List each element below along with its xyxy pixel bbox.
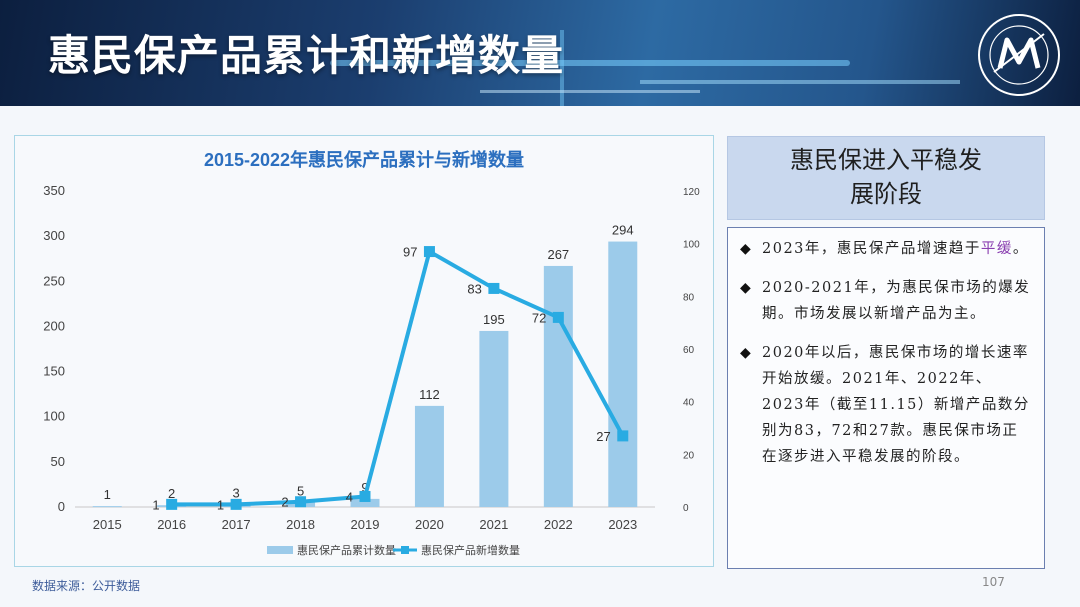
- x-axis-tick-label: 2023: [608, 517, 637, 532]
- side-header-text: 惠民保进入平稳发展阶段: [790, 146, 982, 208]
- bar: [479, 330, 509, 507]
- line-data-label: 83: [467, 281, 481, 296]
- left-axis-tick-label: 150: [43, 364, 65, 379]
- bar-data-label: 9: [361, 480, 368, 495]
- banner-light-streak: [480, 90, 700, 93]
- combo-chart: 2015-2022年惠民保产品累计与新增数量050100150200250300…: [43, 149, 700, 557]
- page-title: 惠民保产品累计和新增数量: [48, 31, 565, 80]
- diamond-bullet-icon: ◆: [740, 241, 751, 257]
- left-axis-tick-label: 300: [43, 228, 65, 243]
- bar-data-label: 267: [547, 247, 569, 262]
- bullet-text-part: 2023年，惠民保产品增速趋于: [762, 241, 981, 257]
- x-axis-tick-label: 2016: [157, 517, 186, 532]
- bullet-list: ◆ 2023年，惠民保产品增速趋于平缓。 ◆ 2020-2021年，为惠民保市场…: [727, 227, 1045, 569]
- bar-data-label: 5: [297, 483, 304, 498]
- data-source: 数据来源：公开数据: [32, 579, 141, 593]
- left-axis-tick-label: 350: [43, 183, 65, 198]
- line-data-label: 1: [217, 497, 224, 512]
- line-marker: [488, 282, 500, 294]
- right-axis-tick-label: 100: [683, 240, 700, 251]
- bar: [414, 405, 444, 507]
- diamond-bullet-icon: ◆: [740, 280, 751, 296]
- x-axis-tick-label: 2017: [222, 517, 251, 532]
- line-marker: [295, 496, 307, 508]
- left-axis-tick-label: 0: [58, 499, 65, 514]
- right-axis-tick-label: 120: [683, 187, 700, 198]
- line-data-label: 4: [346, 489, 353, 504]
- bar: [92, 506, 122, 508]
- line-marker: [617, 430, 629, 442]
- bar-data-label: 1: [104, 487, 111, 502]
- right-axis-tick-label: 40: [683, 398, 695, 409]
- x-axis-tick-label: 2020: [415, 517, 444, 532]
- legend-line-marker: [401, 546, 409, 554]
- bar-data-label: 2: [168, 486, 175, 501]
- x-axis-tick-label: 2015: [93, 517, 122, 532]
- line-data-label: 1: [152, 497, 159, 512]
- line-marker: [230, 498, 242, 510]
- legend-line-label: 惠民保产品新增数量: [421, 543, 520, 557]
- bar-data-label: 195: [483, 312, 505, 327]
- legend-bar-label: 惠民保产品累计数量: [297, 543, 396, 557]
- line-marker: [359, 490, 371, 502]
- bullet-text-part: 。: [1012, 241, 1029, 257]
- left-axis-tick-label: 100: [43, 409, 65, 424]
- bullet-text: 2020年以后，惠民保市场的增长速率开始放缓。2021年、2022年、2023年…: [762, 345, 1030, 465]
- banner-light-streak: [560, 30, 564, 106]
- line-data-label: 27: [596, 429, 610, 444]
- line-marker: [552, 311, 564, 323]
- x-axis-tick-label: 2022: [544, 517, 573, 532]
- bar: [543, 265, 573, 507]
- left-axis-tick-label: 200: [43, 318, 65, 333]
- legend-bar-swatch: [267, 546, 293, 554]
- left-axis-tick-label: 50: [51, 454, 65, 469]
- bar-data-label: 3: [232, 485, 239, 500]
- x-axis-tick-label: 2021: [479, 517, 508, 532]
- header-banner: 惠民保产品累计和新增数量: [0, 0, 1080, 106]
- line-data-label: 2: [281, 495, 288, 510]
- bar: [608, 241, 638, 507]
- bullet-item: ◆ 2020年以后，惠民保市场的增长速率开始放缓。2021年、2022年、202…: [740, 340, 1032, 470]
- banner-light-streak: [330, 60, 850, 66]
- bullet-text: 2020-2021年，为惠民保市场的爆发期。市场发展以新增产品为主。: [762, 280, 1031, 322]
- line-data-label: 72: [532, 310, 546, 325]
- chart-panel: 2015-2022年惠民保产品累计与新增数量 0 50 100 150 200 250 300…: [14, 135, 714, 567]
- banner-light-streak: [640, 80, 960, 84]
- right-axis-tick-label: 60: [683, 345, 695, 356]
- line-series: [171, 249, 625, 507]
- institute-logo: [978, 14, 1060, 96]
- bullet-highlight: 平缓: [980, 241, 1013, 257]
- bullet-text: 2023年，惠民保产品增速趋于平缓。: [762, 236, 1029, 262]
- bar: [350, 498, 380, 507]
- line-data-label: 97: [403, 245, 417, 260]
- bullet-item: ◆ 2023年，惠民保产品增速趋于平缓。: [740, 236, 1032, 262]
- right-axis-tick-label: 20: [683, 450, 695, 461]
- right-axis-tick-label: 80: [683, 292, 695, 303]
- side-header: 惠民保进入平稳发展阶段: [727, 136, 1045, 220]
- x-axis-tick-label: 2018: [286, 517, 315, 532]
- page-number: 107: [982, 575, 1005, 589]
- left-axis-tick-label: 250: [43, 273, 65, 288]
- bar-data-label: 294: [612, 223, 634, 238]
- line-marker: [423, 246, 435, 258]
- right-axis-tick-label: 0: [683, 503, 689, 514]
- x-axis-tick-label: 2019: [351, 517, 380, 532]
- diamond-bullet-icon: ◆: [740, 345, 751, 361]
- line-marker: [166, 498, 178, 510]
- bar-data-label: 112: [419, 387, 440, 402]
- bullet-item: ◆ 2020-2021年，为惠民保市场的爆发期。市场发展以新增产品为主。: [740, 275, 1032, 327]
- chart-title: 2015-2022年惠民保产品累计与新增数量: [204, 149, 524, 170]
